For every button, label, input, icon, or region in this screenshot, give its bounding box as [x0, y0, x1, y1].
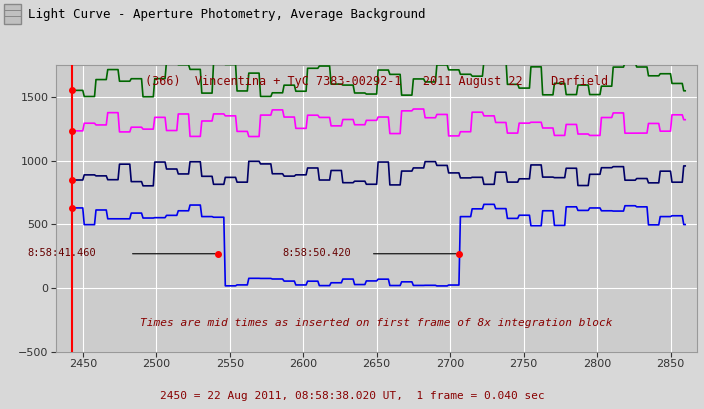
FancyBboxPatch shape [4, 4, 21, 25]
Text: 8:58:41.460: 8:58:41.460 [27, 248, 96, 258]
Text: Light Curve - Aperture Photometry, Average Background: Light Curve - Aperture Photometry, Avera… [28, 8, 426, 21]
Text: 2450 = 22 Aug 2011, 08:58:38.020 UT,  1 frame = 0.040 sec: 2450 = 22 Aug 2011, 08:58:38.020 UT, 1 f… [160, 391, 544, 401]
Text: Times are mid times as inserted on first frame of 8x integration block: Times are mid times as inserted on first… [140, 318, 613, 328]
Text: (366)  Vincentina + TyC 7383-00292-1   2011 August 22    Darfield: (366) Vincentina + TyC 7383-00292-1 2011… [145, 76, 608, 88]
Text: 8:58:50.420: 8:58:50.420 [282, 248, 351, 258]
